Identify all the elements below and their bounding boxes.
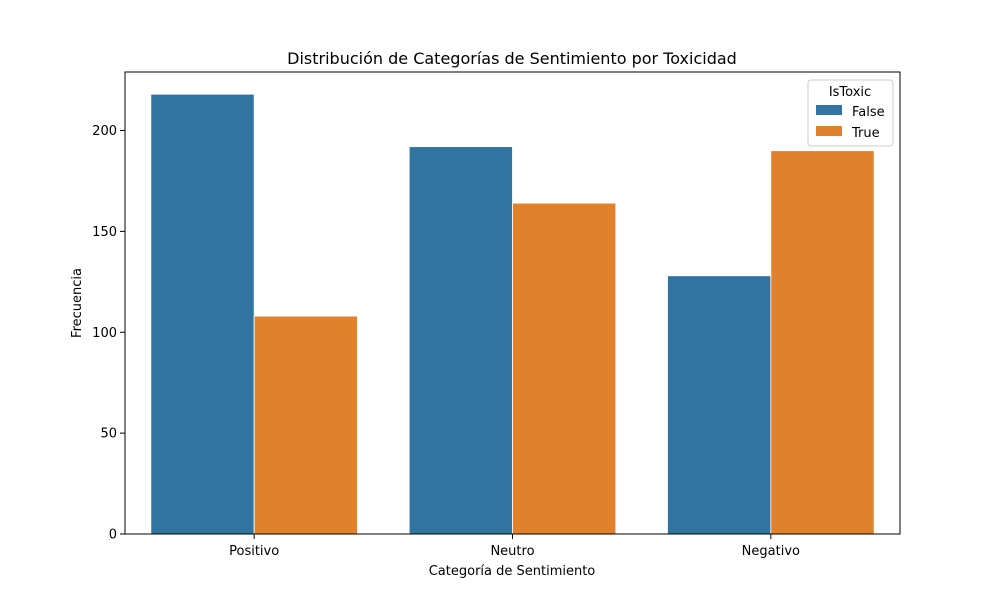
bar-false-positivo — [150, 93, 255, 535]
x-axis-label: Categoría de Sentimiento — [429, 564, 596, 579]
x-tick-label-negativo: Negativo — [742, 544, 800, 559]
x-tick-label-neutro: Neutro — [490, 544, 534, 559]
y-tick-label: 100 — [92, 326, 117, 341]
x-tick-label-positivo: Positivo — [229, 544, 279, 559]
legend-swatch-false — [816, 105, 842, 115]
y-tick-label: 200 — [92, 124, 117, 139]
legend-title: IsToxic — [829, 85, 871, 100]
legend-swatch-true — [816, 126, 842, 136]
y-axis-ticks: 0 50 100 150 200 — [92, 124, 125, 543]
x-axis-ticks: Positivo Neutro Negativo — [229, 534, 800, 559]
bar-true-negativo — [770, 150, 875, 535]
bar-true-positivo — [253, 315, 358, 535]
y-tick-label: 50 — [100, 427, 117, 442]
y-axis-label: Frecuencia — [70, 268, 85, 338]
legend-label-true: True — [851, 126, 880, 141]
y-tick-label: 150 — [92, 225, 117, 240]
legend-label-false: False — [852, 105, 885, 120]
chart-title: Distribución de Categorías de Sentimient… — [287, 49, 737, 68]
bar-false-neutro — [408, 146, 513, 535]
plot-frame — [124, 71, 901, 535]
legend: IsToxic False True — [807, 79, 894, 147]
y-tick-label: 0 — [109, 528, 117, 543]
bar-false-negativo — [667, 275, 772, 535]
bar-true-neutro — [512, 202, 617, 535]
bars-group — [150, 93, 875, 535]
